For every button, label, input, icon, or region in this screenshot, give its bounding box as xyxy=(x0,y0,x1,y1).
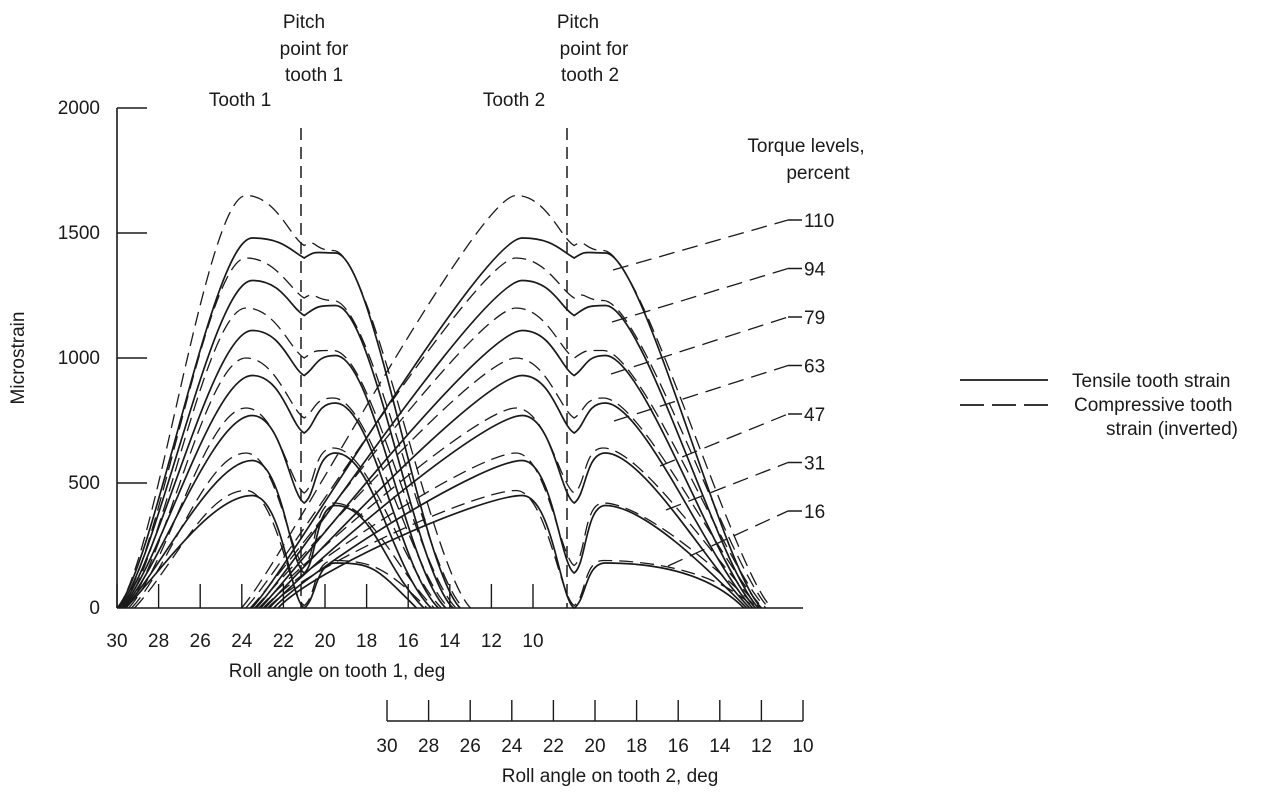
torque-leader xyxy=(610,316,789,375)
torque-title-line1: Torque levels, xyxy=(747,136,864,157)
x-tick-label: 24 xyxy=(231,631,253,652)
pitch-label-line: Pitch xyxy=(557,12,599,33)
torque-level-label: 110 xyxy=(804,211,834,232)
compressive-curve-tooth2 xyxy=(258,407,761,609)
compressive-curve-tooth1 xyxy=(122,307,457,609)
y-axis xyxy=(116,107,147,608)
tensile-curve-tooth2 xyxy=(255,279,760,609)
y-tick-label: 2000 xyxy=(58,98,100,119)
x-axis-label-tooth1: Roll angle on tooth 1, deg xyxy=(229,661,446,682)
x-tick-labels-tooth2: 30 28 26 24 22 20 18 16 14 12 10 xyxy=(376,736,813,757)
pitch-annotation-tooth1: Pitch point for tooth 1 xyxy=(280,12,349,86)
tensile-curve-tooth2 xyxy=(268,414,751,609)
pitch-label-line: point for xyxy=(280,39,349,60)
tensile-curve-tooth1 xyxy=(123,459,425,609)
pitch-label-line: point for xyxy=(560,39,629,60)
x-tick-label: 10 xyxy=(792,736,813,757)
compressive-curve-tooth2 xyxy=(240,194,773,609)
compressive-curve-tooth1 xyxy=(116,194,472,609)
pitch-label-line: Pitch xyxy=(283,12,325,33)
compressive-curve-tooth2 xyxy=(262,452,758,609)
tensile-curve-tooth2 xyxy=(273,459,748,609)
pitch-label-line: tooth 1 xyxy=(285,65,343,86)
strain-curves xyxy=(116,194,773,610)
x-tick-label: 14 xyxy=(439,631,461,652)
x-tick-label: 22 xyxy=(543,736,564,757)
tooth1-label: Tooth 1 xyxy=(209,90,271,111)
x-tick-label: 30 xyxy=(106,631,127,652)
torque-level-label: 94 xyxy=(804,260,826,281)
torque-level-label: 63 xyxy=(804,357,825,378)
y-tick-label: 500 xyxy=(68,473,100,494)
compressive-curve-tooth1 xyxy=(128,407,442,609)
torque-leader xyxy=(667,510,789,567)
y-tick-labels: 2000 1500 1000 500 0 xyxy=(58,98,100,619)
torque-level-label: 16 xyxy=(804,502,825,523)
tensile-curve-tooth1 xyxy=(120,374,439,609)
x-tick-label: 14 xyxy=(709,736,731,757)
torque-leader xyxy=(613,364,789,422)
torque-leader xyxy=(612,219,789,271)
y-axis-label: Microstrain xyxy=(8,312,29,405)
torque-leader xyxy=(665,461,789,511)
x-ticks-tooth1 xyxy=(116,584,534,608)
compressive-curve-tooth1 xyxy=(119,257,464,609)
x-tick-label: 10 xyxy=(522,631,543,652)
tensile-curve-tooth2 xyxy=(259,329,757,609)
x-tick-label: 28 xyxy=(148,631,169,652)
compressive-curve-tooth2 xyxy=(245,257,770,609)
compressive-curve-tooth1 xyxy=(125,357,450,609)
x-tick-label: 12 xyxy=(481,631,502,652)
legend-label-compressive: Compressive tooth xyxy=(1074,395,1232,416)
y-tick-label: 0 xyxy=(89,598,100,619)
tensile-curve-tooth1 xyxy=(116,237,461,609)
tensile-curve-tooth2 xyxy=(264,374,754,609)
torque-level-label: 47 xyxy=(804,405,825,426)
x-tick-label: 28 xyxy=(418,736,439,757)
compressive-curve-tooth2 xyxy=(267,489,755,609)
x-tick-label: 16 xyxy=(398,631,419,652)
x-tick-label: 26 xyxy=(190,631,211,652)
x-tick-label: 26 xyxy=(460,736,481,757)
legend-label-compressive-2: strain (inverted) xyxy=(1106,419,1238,440)
y-tick-label: 1500 xyxy=(58,223,100,244)
x-ticks-tooth2 xyxy=(386,700,804,721)
x-tick-label: 24 xyxy=(501,736,523,757)
torque-leader xyxy=(611,267,789,323)
legend-label-tensile: Tensile tooth strain xyxy=(1072,371,1230,392)
compressive-curve-tooth1 xyxy=(131,452,435,609)
x-axis-label-tooth2: Roll angle on tooth 2, deg xyxy=(502,766,719,787)
compressive-curve-tooth1 xyxy=(134,489,428,609)
torque-level-label: 79 xyxy=(804,308,825,329)
x-tick-labels-tooth1: 30 28 26 24 22 20 18 16 14 12 10 xyxy=(106,631,543,652)
x-tick-label: 12 xyxy=(751,736,772,757)
x-tick-label: 30 xyxy=(376,736,397,757)
x-tick-label: 20 xyxy=(314,631,335,652)
tensile-curve-tooth1 xyxy=(122,414,432,609)
legend: Tensile tooth strain Compressive tooth s… xyxy=(960,371,1238,440)
torque-level-label: 31 xyxy=(804,454,825,475)
pitch-label-line: tooth 2 xyxy=(561,65,619,86)
pitch-annotation-tooth2: Pitch point for tooth 2 xyxy=(557,12,629,86)
torque-title-line2: percent xyxy=(786,163,850,184)
x-tick-label: 22 xyxy=(273,631,294,652)
torque-leader xyxy=(659,413,789,467)
tensile-curve-tooth1 xyxy=(119,329,447,609)
x-tick-label: 16 xyxy=(668,736,689,757)
x-tick-label: 20 xyxy=(584,736,605,757)
compressive-curve-tooth2 xyxy=(249,307,767,609)
torque-leaders: 110 94 79 63 47 31 16 xyxy=(610,211,834,567)
y-tick-label: 1000 xyxy=(58,348,100,369)
x-tick-label: 18 xyxy=(626,736,647,757)
x-tick-label: 18 xyxy=(356,631,377,652)
tooth2-label: Tooth 2 xyxy=(483,90,545,111)
tensile-curve-tooth1 xyxy=(117,279,454,609)
